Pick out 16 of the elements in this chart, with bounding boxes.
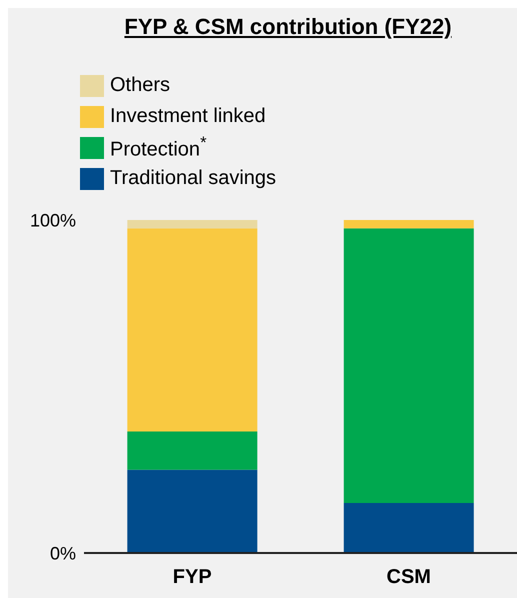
legend-label: Protection$^{*}$ xyxy=(110,133,207,162)
bar xyxy=(127,470,258,553)
bar xyxy=(127,431,258,470)
x-tick-label: FYP xyxy=(172,566,212,588)
x-tick-label: CSM xyxy=(386,566,431,588)
legend-label: Others xyxy=(110,74,170,97)
bar xyxy=(127,228,258,432)
bar xyxy=(344,220,474,228)
chart-title: FYP & CSM contribution (FY22) xyxy=(123,14,453,40)
y-tick-label: 0% xyxy=(50,543,76,564)
bar xyxy=(344,503,474,553)
bar xyxy=(127,220,258,228)
bar xyxy=(344,228,474,504)
y-tick-label: 100% xyxy=(30,210,76,230)
legend-label: Investment linked xyxy=(110,105,266,128)
legend-label: Traditional savings xyxy=(110,167,276,190)
